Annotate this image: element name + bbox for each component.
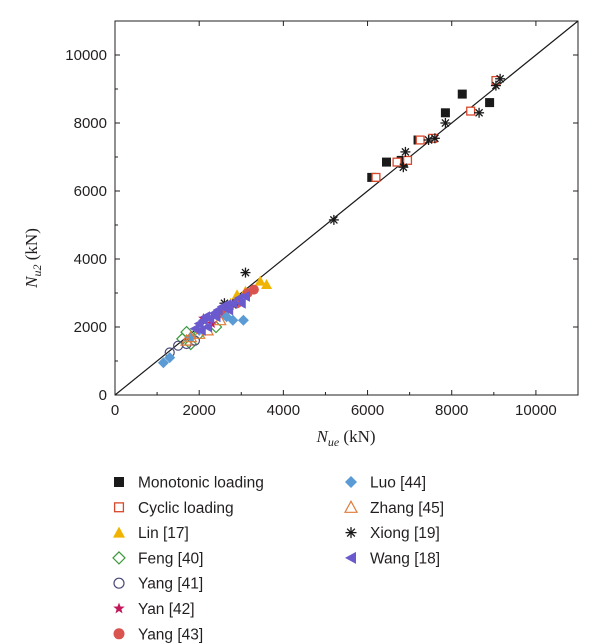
legend-marker	[343, 500, 359, 513]
plot-area	[114, 20, 579, 396]
legend-marker	[113, 602, 125, 614]
legend-label: Yang [43]	[138, 626, 203, 643]
data-point	[261, 279, 273, 289]
data-point	[423, 135, 434, 145]
data-point	[221, 311, 233, 323]
axes: 0 2000 4000 6000 8000 10000 0 2000 4000 6000 8000 1…	[65, 20, 579, 419]
legend-item: Monotonic loading	[114, 475, 264, 492]
legend-marker	[113, 526, 125, 538]
data-point	[157, 357, 169, 369]
legend-item: Xiong [19]	[345, 525, 440, 542]
data-point	[195, 324, 206, 336]
data-point	[239, 290, 250, 302]
data-point	[254, 275, 266, 286]
x-tick-label: 4000	[267, 402, 300, 419]
data-point	[495, 73, 506, 84]
legend-label: Zhang [45]	[370, 500, 444, 517]
x-tick-label: 2000	[182, 402, 215, 419]
x-axis-label: Nue (kN)	[315, 427, 375, 449]
legend-label: Yang [41]	[138, 576, 203, 593]
legend-item: Feng [40]	[112, 550, 204, 567]
legend-item: Yan [42]	[113, 601, 195, 618]
legend-item: Zhang [45]	[343, 500, 444, 517]
legend-marker	[112, 551, 126, 565]
data-point	[415, 135, 425, 145]
data-point	[429, 133, 440, 144]
y-tick-label: 8000	[74, 115, 107, 132]
y-tick-label: 4000	[74, 251, 107, 268]
series-xiong-19	[219, 73, 506, 310]
legend-item: Yang [41]	[113, 576, 203, 593]
legend-marker	[345, 551, 356, 564]
data-point	[381, 157, 391, 167]
data-point	[457, 89, 467, 99]
data-point	[180, 333, 194, 346]
legend-label: Wang [18]	[370, 550, 440, 567]
legend-marker	[113, 502, 125, 513]
legend-marker	[345, 527, 357, 539]
data-point	[204, 313, 215, 324]
legend: Monotonic loading Cyclic loading Lin [17] F…	[112, 475, 444, 643]
legend-item: Luo [44]	[345, 475, 426, 492]
x-tick-label: 6000	[351, 402, 384, 419]
data-point	[202, 321, 213, 333]
data-point	[371, 172, 381, 182]
legend-item: Wang [18]	[345, 550, 440, 567]
series-wang-18	[189, 290, 250, 336]
legend-marker	[113, 577, 125, 589]
data-point	[185, 331, 197, 343]
legend-item: Cyclic loading	[113, 500, 234, 517]
legend-label: Luo [44]	[370, 475, 426, 492]
data-point	[440, 118, 451, 128]
data-point	[490, 80, 501, 91]
y-tick-label: 0	[99, 387, 107, 404]
data-point	[398, 162, 409, 173]
y-axis-label: Nu2 (kN)	[22, 228, 44, 289]
legend-marker	[345, 476, 357, 488]
data-point	[237, 314, 249, 326]
data-point	[328, 214, 339, 225]
data-point	[240, 267, 251, 278]
plot-frame	[114, 20, 579, 396]
legend-marker	[114, 477, 124, 487]
x-tick-label: 8000	[435, 402, 468, 419]
legend-label: Cyclic loading	[138, 500, 234, 517]
x-tick-label: 0	[111, 402, 119, 419]
legend-item: Yang [43]	[113, 626, 203, 643]
series-cyclic-loading	[371, 75, 501, 182]
y-tick-label: 10000	[65, 47, 107, 64]
data-point	[400, 146, 411, 157]
data-point	[227, 297, 238, 309]
data-point	[485, 98, 495, 108]
data-point	[466, 106, 476, 116]
legend-marker	[113, 628, 125, 640]
data-point	[210, 311, 221, 323]
legend-label: Monotonic loading	[138, 475, 264, 492]
data-point	[402, 155, 413, 165]
data-point	[164, 352, 176, 364]
legend-label: Yan [42]	[138, 601, 195, 618]
legend-item: Lin [17]	[113, 525, 189, 542]
data-point	[392, 157, 402, 167]
data-point	[440, 108, 450, 118]
legend-label: Feng [40]	[138, 550, 204, 567]
y-tick-label: 2000	[74, 319, 107, 336]
data-point	[189, 323, 200, 335]
x-tick-label: 10000	[515, 402, 557, 419]
data-point	[474, 107, 485, 118]
data-point	[235, 297, 246, 309]
data-point	[223, 304, 234, 316]
y-tick-label: 6000	[74, 183, 107, 200]
legend-label: Xiong [19]	[370, 525, 440, 542]
legend-label: Lin [17]	[138, 525, 189, 542]
